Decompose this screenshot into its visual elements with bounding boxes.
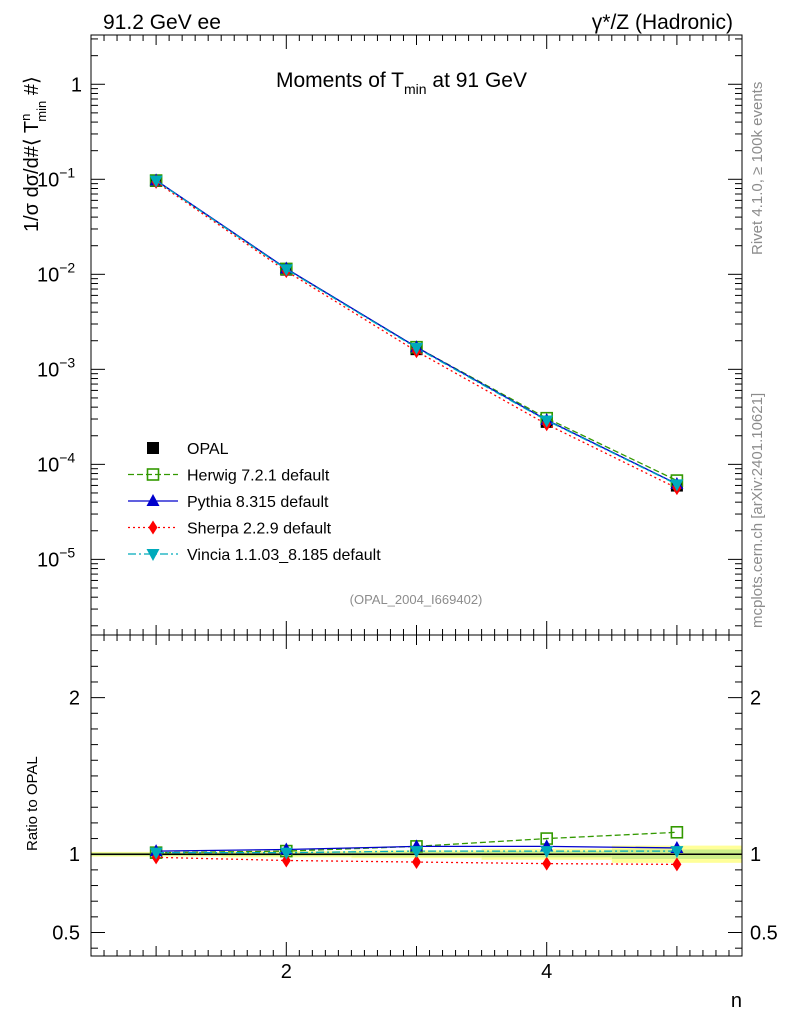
- ratio-plot-area: 2 4 0.5 0.5 1 1 2 2: [52, 634, 778, 983]
- y-tick-label: 10−1: [37, 164, 75, 191]
- main-frame: [90, 34, 743, 636]
- legend-marker-herwig: [146, 468, 160, 481]
- main-point-vincia: [540, 415, 554, 428]
- ratio-y-tick-label-right: 0.5: [750, 923, 778, 945]
- main-series-line-sherpa: [155, 181, 678, 489]
- rivet-version-label: Rivet 4.1.0, ≥ 100k events: [749, 82, 766, 255]
- y-tick-label-exponent: −3: [59, 354, 75, 370]
- y-tick-label-base: 10: [37, 454, 59, 476]
- title-main-text: Moments of T: [276, 69, 404, 92]
- y-tick-label: 10−2: [37, 259, 75, 286]
- ratio-point-vincia: [410, 846, 423, 859]
- legend-marker-opal: [147, 442, 159, 454]
- title-rest-text: at 91 GeV: [427, 69, 527, 92]
- ratio-point-vincia: [149, 847, 163, 860]
- legend-label-opal: OPAL: [187, 441, 229, 458]
- y-tick-label: 1: [71, 74, 82, 96]
- title-subscript: min: [404, 81, 427, 97]
- y-tick-label-exponent: −5: [59, 544, 75, 560]
- y-tick-label-exponent: −4: [59, 449, 75, 465]
- main-title: Moments of Tmin at 91 GeV: [276, 69, 527, 97]
- x-tick-label: 4: [541, 961, 552, 983]
- header-left-label: 91.2 GeV ee: [103, 11, 221, 34]
- ratio-point-vincia: [670, 846, 684, 859]
- legend: OPAL Herwig 7.2.1 default Pythia 8.315 def…: [128, 441, 381, 564]
- main-point-vincia: [279, 264, 293, 277]
- ratio-point-sherpa: [542, 856, 552, 871]
- legend-label-herwig: Herwig 7.2.1 default: [187, 468, 330, 485]
- main-y-axis-label: 1/σ dσ/d#⟨ Tnmin #⟩: [18, 76, 49, 232]
- y-tick-label: 10−4: [37, 449, 75, 476]
- legend-label-vincia: Vincia 1.1.03_8.185 default: [187, 547, 381, 564]
- legend-marker-sherpa: [148, 520, 158, 535]
- main-plot-area: 110−110−210−310−410−5: [37, 34, 743, 636]
- main-series-line-vincia: [155, 180, 678, 485]
- y-tick-label-exponent: −2: [59, 259, 75, 275]
- y-tick-label-base: 10: [37, 359, 59, 381]
- main-point-vincia: [410, 342, 423, 355]
- x-axis-label: n: [731, 990, 742, 1012]
- ratio-point-vincia: [540, 846, 554, 859]
- ratio-y-tick-label-left: 1: [69, 844, 80, 866]
- main-series-line-pythia: [155, 179, 678, 485]
- y-tick-label: 10−5: [37, 544, 75, 571]
- ratio-y-tick-label-right: 2: [750, 688, 761, 710]
- y-tick-label-base: 10: [37, 549, 59, 571]
- ratio-point-herwig: [670, 825, 684, 839]
- ratio-frame: [90, 634, 743, 957]
- ylabel-end-text: #⟩: [21, 76, 43, 100]
- y-tick-label-exponent: −1: [59, 164, 75, 180]
- ratio-point-sherpa: [412, 855, 421, 870]
- ratio-point-sherpa: [281, 853, 291, 868]
- mcplots-source-label: mcplots.cern.ch [arXiv:2401.10621]: [749, 393, 766, 628]
- ylabel-superscript: n: [18, 114, 33, 121]
- legend-marker-pythia: [146, 494, 160, 506]
- ylabel-subscript: min: [34, 101, 49, 122]
- y-tick-label-base: 1: [71, 74, 82, 96]
- ratio-point-vincia: [279, 847, 293, 860]
- legend-label-pythia: Pythia 8.315 default: [187, 494, 329, 511]
- header-right-label: γ*/Z (Hadronic): [592, 11, 733, 34]
- main-point-vincia: [149, 175, 163, 188]
- legend-label-sherpa: Sherpa 2.2.9 default: [187, 521, 332, 538]
- legend-marker-vincia: [146, 549, 160, 561]
- ratio-y-tick-label-left: 2: [69, 688, 80, 710]
- y-tick-label: 10−3: [37, 354, 75, 381]
- ratio-y-tick-label-right: 1: [750, 844, 761, 866]
- y-tick-label-base: 10: [37, 264, 59, 286]
- ylabel-main-text: 1/σ dσ/d#⟨ T: [21, 121, 43, 232]
- y-tick-label-base: 10: [37, 169, 59, 191]
- x-tick-label: 2: [281, 961, 292, 983]
- ratio-point-sherpa: [672, 857, 682, 872]
- ratio-y-tick-label-left: 0.5: [52, 923, 80, 945]
- ratio-y-axis-label: Ratio to OPAL: [24, 756, 41, 851]
- main-series-line-herwig: [155, 180, 678, 482]
- ratio-series-line-herwig: [156, 831, 677, 854]
- main-point-vincia: [670, 479, 684, 492]
- analysis-id-annotation: (OPAL_2004_I669402): [350, 592, 483, 607]
